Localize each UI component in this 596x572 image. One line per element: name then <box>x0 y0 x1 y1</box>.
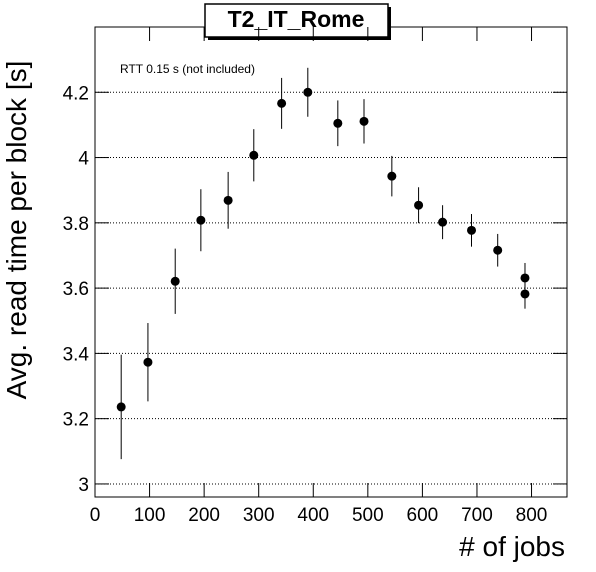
title-shadow <box>208 37 391 40</box>
data-point <box>277 98 287 108</box>
x-tick-label: 800 <box>516 505 548 526</box>
x-tick-label: 600 <box>407 505 439 526</box>
x-tick-label: 100 <box>134 505 166 526</box>
y-tick-label: 3.6 <box>63 279 89 300</box>
data-point <box>359 116 369 126</box>
data-point <box>467 225 477 235</box>
x-tick-label: 300 <box>243 505 275 526</box>
y-tick-label: 3 <box>78 475 89 496</box>
data-point <box>249 150 259 160</box>
annotation: RTT 0.15 s (not included) <box>120 62 255 76</box>
data-point <box>387 171 397 181</box>
data-point <box>116 402 126 412</box>
title-shadow <box>388 7 391 40</box>
x-tick-label: 700 <box>461 505 493 526</box>
data-point <box>520 273 530 283</box>
x-tick-label: 500 <box>352 505 384 526</box>
x-tick-label: 200 <box>188 505 220 526</box>
data-point <box>520 289 530 299</box>
x-tick-label: 400 <box>297 505 329 526</box>
y-tick-label: 4 <box>78 149 89 170</box>
plot-frame <box>94 26 568 498</box>
y-axis-label: Avg. read time per block [s] <box>1 61 32 400</box>
data-point <box>414 200 424 210</box>
y-tick-label: 3.2 <box>63 410 89 431</box>
data-point <box>493 245 503 255</box>
data-point <box>143 357 153 367</box>
x-axis-label: # of jobs <box>459 531 565 562</box>
y-tick-label: 3.8 <box>63 214 89 235</box>
data-point <box>170 276 180 286</box>
y-tick-label: 4.2 <box>63 83 89 104</box>
x-tick-label: 0 <box>90 505 101 526</box>
data-point <box>438 217 448 227</box>
data-point <box>303 87 313 97</box>
data-point <box>223 195 233 205</box>
data-point <box>196 215 206 225</box>
chart-title: T2_IT_Rome <box>228 6 365 32</box>
y-tick-label: 3.4 <box>63 344 90 365</box>
data-point <box>333 118 343 128</box>
title-box <box>204 3 389 38</box>
